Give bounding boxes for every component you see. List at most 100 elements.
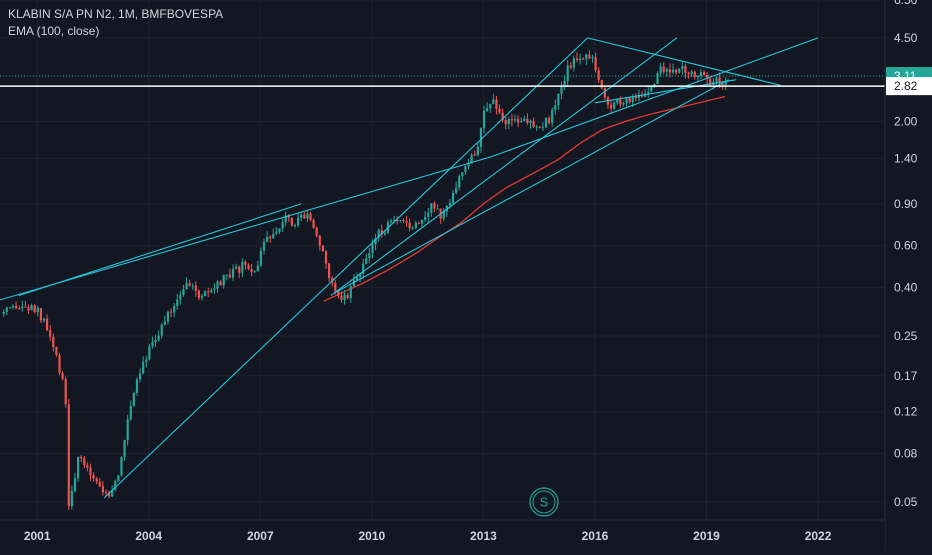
candle-body — [706, 74, 709, 79]
candle-body — [671, 69, 675, 73]
candle-body — [213, 288, 216, 291]
candle-body — [458, 176, 461, 188]
time-tick-label: 2013 — [470, 529, 497, 543]
candle-body — [377, 230, 380, 239]
candle-body — [495, 99, 498, 109]
candle-body — [724, 81, 727, 85]
candle-body — [262, 241, 266, 251]
candle-body — [424, 216, 427, 220]
candle-body — [402, 219, 405, 222]
candle-body — [448, 202, 452, 206]
candle-body — [575, 58, 579, 60]
candle-body — [309, 213, 312, 220]
candle-body — [411, 227, 414, 229]
candle-body — [619, 99, 622, 105]
price-tick-label: 0.17 — [894, 369, 918, 383]
price-tick-label: 0.25 — [894, 329, 918, 343]
candle-body — [603, 88, 606, 98]
candle-body — [231, 268, 235, 278]
candle-body — [157, 335, 160, 341]
candle-body — [235, 266, 238, 269]
candle-body — [470, 154, 473, 164]
candle-body — [188, 283, 191, 286]
candle-body — [702, 72, 706, 75]
candle-body — [191, 285, 194, 287]
candle-body — [315, 227, 318, 236]
symbol-title[interactable]: KLABIN S/A PN N2, 1M, BMFBOVESPA — [8, 7, 224, 21]
candle-body — [554, 105, 557, 110]
candle-body — [510, 119, 514, 121]
candle-body — [300, 214, 303, 218]
time-axis-panel[interactable] — [0, 520, 885, 550]
candle-body — [182, 288, 185, 295]
candle-body — [699, 72, 703, 77]
candle-body — [244, 261, 247, 265]
candle-body — [185, 283, 188, 289]
candle-body — [194, 285, 197, 291]
price-tick-label: 0.60 — [894, 239, 918, 253]
candle-body — [2, 311, 5, 314]
candle-body — [21, 306, 24, 309]
candle-body — [473, 154, 476, 156]
candle-body — [70, 491, 73, 506]
candle-body — [427, 212, 430, 217]
candle-body — [58, 354, 61, 374]
candle-body — [616, 99, 619, 103]
candle-body — [461, 172, 464, 177]
trendline — [18, 203, 302, 297]
candle-body — [27, 307, 30, 311]
candle-body — [451, 193, 455, 203]
candle-body — [346, 294, 349, 298]
trendlines — [0, 37, 819, 499]
candle-body — [120, 457, 123, 476]
candle-body — [8, 307, 12, 309]
trendline — [594, 79, 737, 104]
candle-body — [675, 69, 678, 73]
candle-body — [76, 456, 80, 479]
candle-body — [380, 230, 383, 235]
grid-lines — [0, 0, 885, 520]
candle-body — [352, 280, 355, 287]
time-tick-label: 2019 — [693, 529, 720, 543]
candle-body — [204, 291, 207, 297]
candle-body — [275, 232, 278, 234]
candle-body — [287, 215, 290, 218]
candle-body — [560, 86, 563, 94]
candle-body — [631, 96, 634, 103]
candle-body — [591, 57, 594, 59]
indicator-label[interactable]: EMA (100, close) — [8, 24, 100, 38]
candle-body — [374, 238, 377, 245]
candle-body — [355, 277, 359, 281]
candle-body — [104, 492, 108, 494]
candle-body — [179, 294, 182, 300]
candle-body — [371, 244, 374, 254]
candle-body — [111, 489, 114, 497]
ema-line — [323, 95, 726, 302]
candle-body — [504, 120, 507, 124]
candle-body — [408, 222, 411, 229]
candle-body — [324, 251, 328, 264]
candle-body — [690, 71, 693, 75]
time-tick-label: 2010 — [358, 529, 385, 543]
candle-body — [52, 336, 55, 348]
candle-body — [228, 274, 232, 278]
candle-body — [176, 299, 179, 306]
candle-body — [142, 362, 145, 374]
candle-body — [247, 264, 250, 270]
candle-body — [417, 222, 421, 224]
candle-body — [241, 261, 244, 273]
candle-body — [647, 91, 650, 94]
candle-body — [259, 250, 263, 266]
candle-body — [557, 93, 560, 106]
candle-body — [197, 290, 201, 298]
chart-legend[interactable]: KLABIN S/A PN N2, 1M, BMFBOVESPA EMA (10… — [8, 6, 223, 40]
candle-body — [132, 392, 135, 406]
candle-body — [489, 103, 492, 109]
candle-body — [523, 118, 526, 121]
candle-body — [18, 308, 21, 310]
watermark-logo[interactable]: S — [529, 487, 559, 517]
time-tick-label: 2016 — [582, 529, 609, 543]
price-tick-label: 0.05 — [894, 495, 918, 509]
